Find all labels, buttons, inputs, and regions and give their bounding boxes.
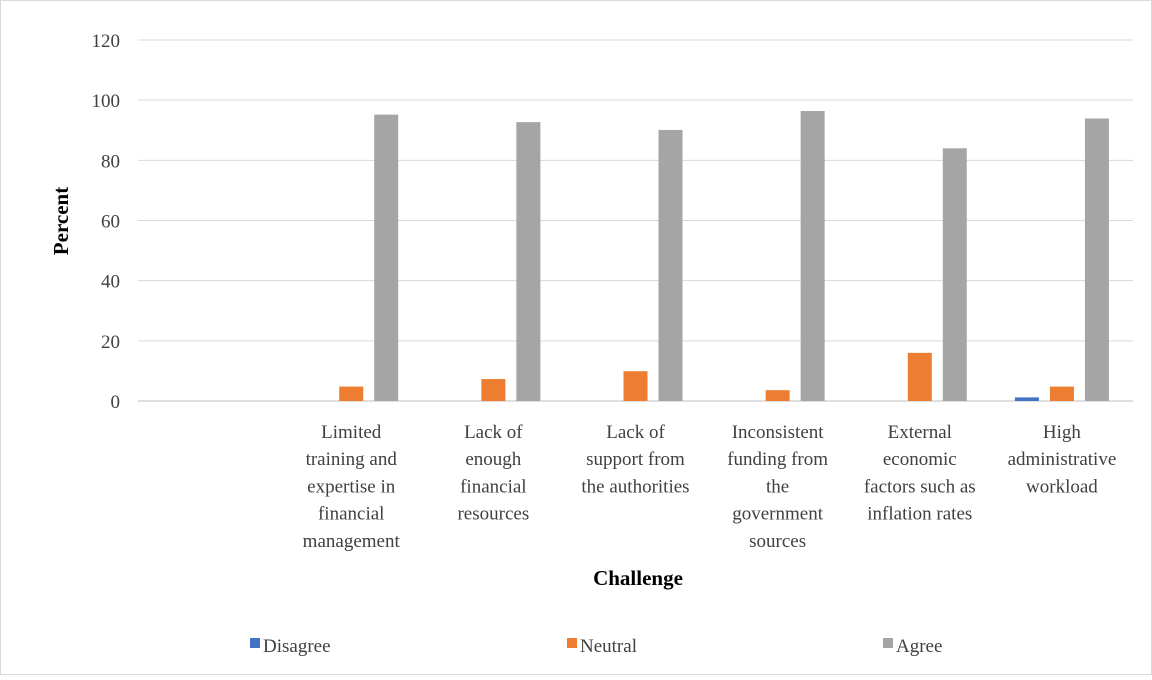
y-tick-label: 20 <box>101 332 120 353</box>
bars <box>339 110 1109 402</box>
legend-swatch-disagree <box>250 638 260 648</box>
gridlines <box>138 39 1133 402</box>
y-tick-label: 100 <box>92 91 121 112</box>
legend-label-neutral: Neutral <box>580 636 637 657</box>
bar-agree <box>374 114 399 402</box>
x-axis-label: Challenge <box>593 566 683 590</box>
x-tick-label: High administrative workload <box>1008 422 1117 497</box>
bar-agree <box>516 122 541 401</box>
x-axis-ticks: Limited training and expertise in financial… <box>303 422 1117 552</box>
bar-agree <box>658 129 683 402</box>
legend-label-agree: Agree <box>896 636 942 657</box>
bar-neutral <box>1049 386 1074 401</box>
bar-neutral <box>765 390 790 401</box>
y-tick-label: 60 <box>101 212 120 233</box>
x-tick-label: External economic factors such as inflation… <box>864 422 976 525</box>
bar-neutral <box>481 379 506 401</box>
y-axis-ticks: 0 20 40 60 80 100 120 <box>92 31 121 413</box>
bar-agree <box>800 110 825 401</box>
bar-disagree <box>1014 397 1039 401</box>
x-tick-label: Lack of support from the authorities <box>581 422 689 497</box>
bar-agree <box>942 148 967 401</box>
bar-agree <box>1084 118 1109 401</box>
x-tick-label: Lack of enough financial resources <box>457 422 529 525</box>
y-tick-label: 80 <box>101 151 120 172</box>
x-tick-label: Limited training and expertise in financial… <box>303 422 401 552</box>
y-tick-label: 40 <box>101 272 120 293</box>
y-tick-label: 120 <box>92 31 121 52</box>
legend-swatch-agree <box>883 638 893 648</box>
legend-swatch-neutral <box>567 638 577 648</box>
bar-neutral <box>623 371 648 401</box>
x-tick-label: Inconsistent funding from the government sou… <box>727 422 828 552</box>
legend: Disagree Neutral Agree <box>250 636 942 657</box>
y-axis-label: Percent <box>49 187 73 255</box>
legend-label-disagree: Disagree <box>263 636 331 657</box>
bar-neutral <box>907 352 932 401</box>
bar-neutral <box>339 386 364 401</box>
y-tick-label: 0 <box>111 392 121 413</box>
